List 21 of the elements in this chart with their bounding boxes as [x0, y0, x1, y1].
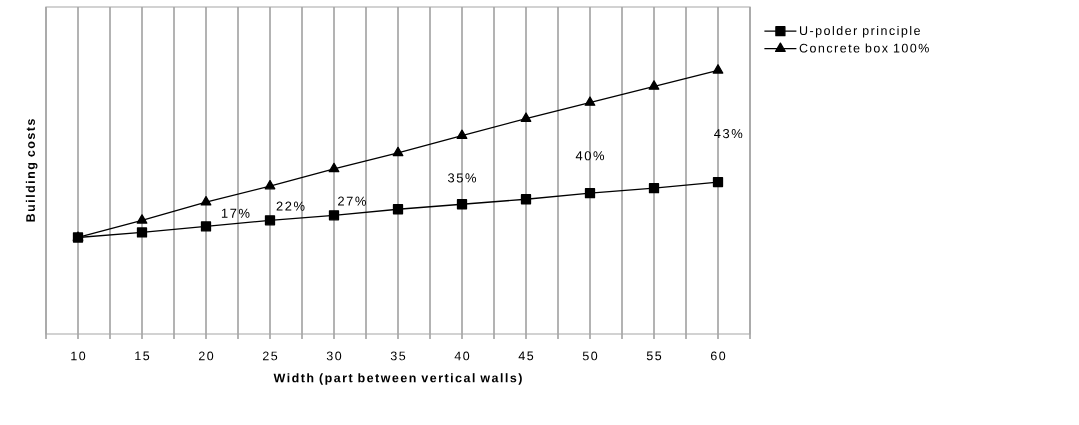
legend-label: Concrete box 100% [799, 43, 929, 53]
x-tick-label: 20 [198, 351, 214, 361]
annotation: 40% [575, 151, 605, 161]
y-axis-title: Building costs [25, 119, 38, 222]
annotation: 27% [338, 196, 366, 206]
annotation: 35% [447, 173, 477, 183]
x-tick-label: 50 [582, 351, 598, 361]
x-tick-label: 15 [135, 351, 150, 361]
x-axis-title: Width (part between vertical walls) [273, 373, 522, 385]
annotation: 17% [221, 208, 250, 218]
annotation: 22% [276, 201, 305, 211]
x-tick-label: 10 [71, 351, 86, 361]
x-tick-label: 25 [262, 351, 278, 361]
x-tick-label: 55 [646, 351, 662, 361]
x-tick-label: 40 [454, 351, 470, 361]
x-tick-label: 30 [326, 351, 342, 361]
annotation: 43% [714, 128, 743, 139]
x-tick-label: 35 [390, 351, 406, 361]
x-tick-label: 45 [518, 351, 534, 361]
legend-label: U-polder principle [799, 25, 920, 38]
x-tick-label: 60 [710, 351, 726, 361]
